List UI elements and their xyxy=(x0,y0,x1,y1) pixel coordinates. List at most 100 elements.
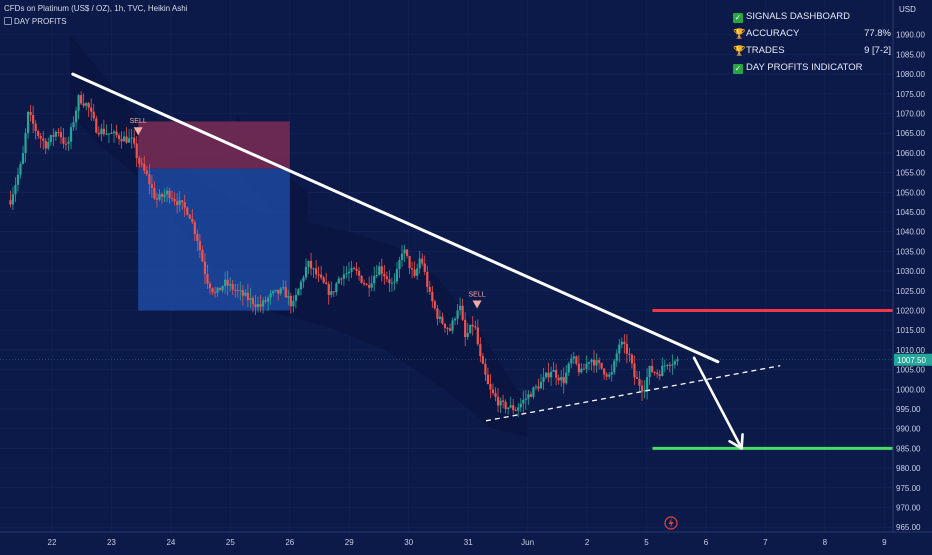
candle-body xyxy=(436,308,439,319)
y-tick-label: 1085.00 xyxy=(896,50,925,59)
y-tick-label: 985.00 xyxy=(896,444,921,453)
candle-body xyxy=(466,332,469,338)
candles xyxy=(9,90,679,418)
candle-body xyxy=(544,372,548,378)
y-tick-label: 1055.00 xyxy=(896,169,925,178)
candle-body xyxy=(461,305,464,320)
candle-body xyxy=(282,287,285,289)
candle-body xyxy=(590,359,593,363)
candle-body xyxy=(236,290,239,292)
candle-body xyxy=(67,141,70,144)
y-tick-label: 1020.00 xyxy=(896,307,925,316)
target-zone xyxy=(138,168,290,311)
candle-body xyxy=(325,282,328,284)
candle-body xyxy=(201,250,204,262)
candle-body xyxy=(112,131,116,133)
lightning-icon-bolt xyxy=(668,518,674,528)
sell-signal-label: SELL xyxy=(130,118,147,125)
candle-body xyxy=(74,110,78,123)
candle-body xyxy=(59,132,63,138)
candle-body xyxy=(254,304,257,307)
candle-body xyxy=(251,298,255,305)
candle-body xyxy=(332,291,335,293)
trophy-icon: 🏆 xyxy=(733,46,746,57)
projection-arrow-line xyxy=(692,356,743,450)
candle-body xyxy=(19,163,22,175)
candle-body xyxy=(355,268,358,271)
candle-body xyxy=(504,401,507,409)
candle-body xyxy=(213,292,217,294)
candle-body xyxy=(352,268,356,270)
candle-body xyxy=(613,360,616,373)
candle-body xyxy=(32,115,35,124)
candle-body xyxy=(522,399,525,404)
candle-body xyxy=(368,285,371,288)
candle-body xyxy=(446,327,449,329)
last-price-label: 1007.50 xyxy=(897,356,926,365)
candle-body xyxy=(69,127,73,142)
candle-body xyxy=(507,407,510,409)
candle-body xyxy=(52,135,55,137)
candle-body xyxy=(499,400,502,406)
x-tick-label: 7 xyxy=(763,538,768,547)
indicator-label: DAY PROFITS xyxy=(4,17,67,26)
candle-body xyxy=(638,378,641,386)
candle-body xyxy=(297,289,300,296)
candle-body xyxy=(633,363,636,378)
x-tick-label: 6 xyxy=(704,538,709,547)
candle-body xyxy=(191,218,194,223)
indicator-name: DAY PROFITS xyxy=(14,17,67,26)
candle-body xyxy=(529,394,532,397)
trades-value: 9 [7-2] xyxy=(864,45,891,56)
candle-body xyxy=(625,344,628,354)
candle-body xyxy=(537,386,540,389)
candle-body xyxy=(357,270,361,276)
y-tick-label: 975.00 xyxy=(896,484,921,493)
candle-body xyxy=(158,194,161,200)
candle-body xyxy=(186,207,189,215)
candle-body xyxy=(125,136,128,143)
candle-body xyxy=(294,295,297,301)
candle-body xyxy=(249,298,252,300)
candle-body xyxy=(307,260,310,267)
candle-body xyxy=(120,139,123,142)
candle-body xyxy=(163,194,166,197)
candle-body xyxy=(47,141,50,149)
candle-body xyxy=(234,289,237,291)
candle-body xyxy=(85,103,88,106)
x-tick-label: Jun xyxy=(521,538,534,547)
candle-body xyxy=(645,377,649,391)
candle-body xyxy=(304,266,308,278)
candle-body xyxy=(469,324,472,333)
candle-body xyxy=(600,362,603,369)
candle-body xyxy=(395,268,399,282)
y-tick-label: 990.00 xyxy=(896,425,921,434)
candle-body xyxy=(676,359,679,362)
candle-body xyxy=(562,377,565,384)
candle-body xyxy=(459,305,462,311)
candle-body xyxy=(82,103,85,106)
candle-body xyxy=(244,292,247,296)
candle-body xyxy=(211,288,214,293)
candle-body xyxy=(615,353,618,361)
candle-body xyxy=(44,140,47,149)
candle-body xyxy=(289,295,292,307)
candle-body xyxy=(605,374,608,377)
trades-row: 🏆TRADES 9 [7-2] xyxy=(733,42,891,59)
checkmark-icon: ✓ xyxy=(733,64,743,74)
drawings[interactable] xyxy=(0,72,893,450)
candle-body xyxy=(547,372,550,378)
candle-body xyxy=(110,132,113,134)
candle-body xyxy=(393,281,396,283)
candle-body xyxy=(155,198,159,200)
candle-body xyxy=(196,234,199,241)
candle-body xyxy=(49,135,52,142)
candle-body xyxy=(216,287,219,293)
candle-body xyxy=(133,137,136,144)
candle-body xyxy=(97,132,100,135)
candle-body xyxy=(587,362,591,364)
y-tick-label: 980.00 xyxy=(896,464,921,473)
candle-body xyxy=(426,271,429,288)
